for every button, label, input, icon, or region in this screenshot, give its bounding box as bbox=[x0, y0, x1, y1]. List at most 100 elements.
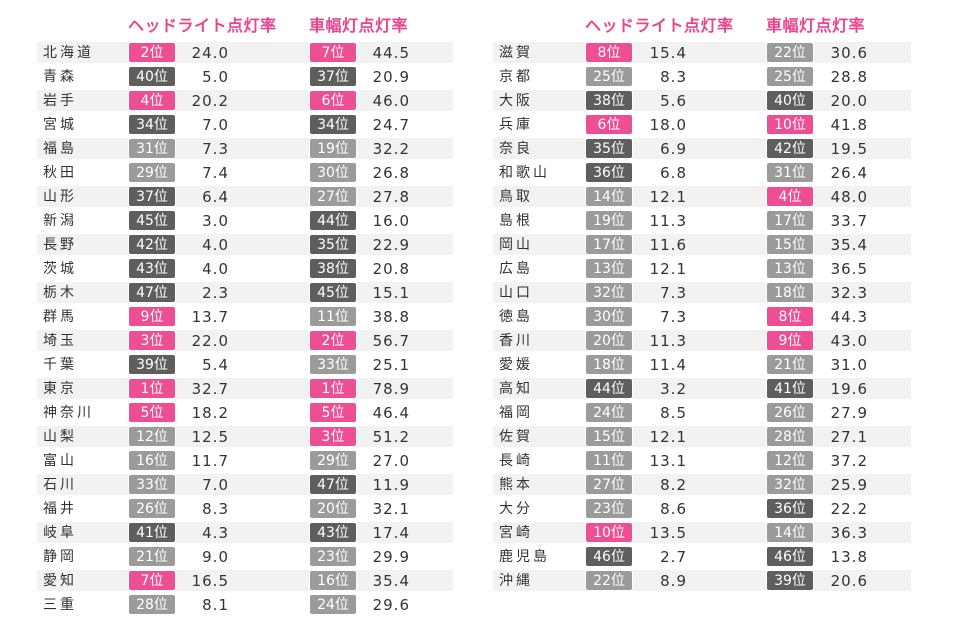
width-lamp-rate-value: 19.5 bbox=[830, 140, 868, 158]
headlight-rank-badge: 17位 bbox=[585, 234, 633, 255]
table-row: 大阪 38位 5.6 40位 20.0 bbox=[493, 89, 911, 113]
width-lamp-rank-badge: 6位 bbox=[309, 90, 357, 111]
prefecture-name: 長野 bbox=[43, 237, 77, 253]
table-row: 静岡 21位 9.0 23位 29.9 bbox=[37, 545, 453, 569]
headlight-rank-badge: 8位 bbox=[585, 42, 633, 63]
headlight-rate-value: 7.0 bbox=[202, 476, 229, 494]
prefecture-name: 青森 bbox=[43, 69, 77, 85]
prefecture-name: 大阪 bbox=[499, 93, 533, 109]
width-lamp-rate-value: 46.4 bbox=[372, 404, 410, 422]
headlight-rate-value: 12.1 bbox=[649, 260, 687, 278]
width-lamp-rate-value: 25.9 bbox=[830, 476, 868, 494]
width-lamp-rank-badge: 14位 bbox=[766, 522, 814, 543]
headlight-rate-value: 8.3 bbox=[660, 68, 687, 86]
width-lamp-rank-badge: 46位 bbox=[766, 546, 814, 567]
headlight-rank-badge: 3位 bbox=[128, 330, 176, 351]
headlight-rank-badge: 18位 bbox=[585, 354, 633, 375]
prefecture-name: 岐阜 bbox=[43, 525, 77, 541]
prefecture-name: 大分 bbox=[499, 501, 533, 517]
width-lamp-rank-badge: 32位 bbox=[766, 474, 814, 495]
headlight-rank-badge: 15位 bbox=[585, 426, 633, 447]
headlight-rate-value: 6.4 bbox=[202, 188, 229, 206]
width-lamp-rate-value: 51.2 bbox=[372, 428, 410, 446]
width-lamp-rank-badge: 40位 bbox=[766, 90, 814, 111]
prefecture-name: 岩手 bbox=[43, 93, 77, 109]
width-lamp-rate-value: 16.0 bbox=[372, 212, 410, 230]
prefecture-name: 滋賀 bbox=[499, 45, 533, 61]
headlight-rank-badge: 39位 bbox=[128, 354, 176, 375]
table-row: 鳥取 14位 12.1 4位 48.0 bbox=[493, 185, 911, 209]
table-row: 福岡 24位 8.5 26位 27.9 bbox=[493, 401, 911, 425]
headlight-rank-badge: 38位 bbox=[585, 90, 633, 111]
prefecture-name: 新潟 bbox=[43, 213, 77, 229]
headlight-rate-value: 11.3 bbox=[649, 212, 687, 230]
headlight-column-header: ヘッドライト点灯率 bbox=[585, 16, 734, 35]
headlight-rank-badge: 7位 bbox=[128, 570, 176, 591]
width-lamp-rank-badge: 10位 bbox=[766, 114, 814, 135]
width-lamp-rate-value: 13.8 bbox=[830, 548, 868, 566]
headlight-rate-value: 13.1 bbox=[649, 452, 687, 470]
prefecture-name: 鹿児島 bbox=[499, 549, 550, 565]
table-row: 青森 40位 5.0 37位 20.9 bbox=[37, 65, 453, 89]
width-lamp-rate-value: 19.6 bbox=[830, 380, 868, 398]
width-lamp-rank-badge: 13位 bbox=[766, 258, 814, 279]
width-lamp-rank-badge: 16位 bbox=[309, 570, 357, 591]
headlight-rate-value: 8.9 bbox=[660, 572, 687, 590]
table-row: 東京 1位 32.7 1位 78.9 bbox=[37, 377, 453, 401]
prefecture-name: 秋田 bbox=[43, 165, 77, 181]
headlight-rate-value: 7.3 bbox=[660, 284, 687, 302]
width-lamp-rank-badge: 26位 bbox=[766, 402, 814, 423]
headlight-rate-value: 12.1 bbox=[649, 188, 687, 206]
headlight-column-header: ヘッドライト点灯率 bbox=[128, 16, 277, 35]
headlight-rank-badge: 2位 bbox=[128, 42, 176, 63]
headlight-rank-badge: 9位 bbox=[128, 306, 176, 327]
headlight-rank-badge: 32位 bbox=[585, 282, 633, 303]
headlight-rate-value: 6.9 bbox=[660, 140, 687, 158]
width-lamp-rank-badge: 45位 bbox=[309, 282, 357, 303]
prefecture-name: 愛知 bbox=[43, 573, 77, 589]
headlight-rank-badge: 28位 bbox=[128, 594, 176, 615]
prefecture-name: 徳島 bbox=[499, 309, 533, 325]
width-lamp-rate-value: 32.1 bbox=[372, 500, 410, 518]
headlight-rank-badge: 14位 bbox=[585, 186, 633, 207]
width-lamp-rate-value: 20.6 bbox=[830, 572, 868, 590]
table-row: 愛知 7位 16.5 16位 35.4 bbox=[37, 569, 453, 593]
width-lamp-rate-value: 28.8 bbox=[830, 68, 868, 86]
table-row: 熊本 27位 8.2 32位 25.9 bbox=[493, 473, 911, 497]
headlight-rank-badge: 31位 bbox=[128, 138, 176, 159]
table-row: 長野 42位 4.0 35位 22.9 bbox=[37, 233, 453, 257]
headlight-rank-badge: 23位 bbox=[585, 498, 633, 519]
headlight-rate-value: 11.7 bbox=[191, 452, 229, 470]
prefecture-name: 埼玉 bbox=[43, 333, 77, 349]
headlight-rate-value: 13.7 bbox=[191, 308, 229, 326]
headlight-rate-value: 7.0 bbox=[202, 116, 229, 134]
headlight-rank-badge: 13位 bbox=[585, 258, 633, 279]
headlight-rank-badge: 44位 bbox=[585, 378, 633, 399]
width-lamp-rank-badge: 12位 bbox=[766, 450, 814, 471]
prefecture-name: 鳥取 bbox=[499, 189, 533, 205]
table-row: 徳島 30位 7.3 8位 44.3 bbox=[493, 305, 911, 329]
headlight-rate-value: 11.3 bbox=[649, 332, 687, 350]
prefecture-name: 和歌山 bbox=[499, 165, 550, 181]
width-lamp-rate-value: 27.9 bbox=[830, 404, 868, 422]
prefecture-name: 香川 bbox=[499, 333, 533, 349]
table-row: 香川 20位 11.3 9位 43.0 bbox=[493, 329, 911, 353]
headlight-rate-value: 3.2 bbox=[660, 380, 687, 398]
width-lamp-rank-badge: 20位 bbox=[309, 498, 357, 519]
headlight-rate-value: 13.5 bbox=[649, 524, 687, 542]
width-lamp-rank-badge: 22位 bbox=[766, 42, 814, 63]
headlight-rank-badge: 47位 bbox=[128, 282, 176, 303]
table-row: 岡山 17位 11.6 15位 35.4 bbox=[493, 233, 911, 257]
width-lamp-rate-value: 22.9 bbox=[372, 236, 410, 254]
width-lamp-rate-value: 44.3 bbox=[830, 308, 868, 326]
width-lamp-rate-value: 43.0 bbox=[830, 332, 868, 350]
headlight-rank-badge: 16位 bbox=[128, 450, 176, 471]
width-lamp-rank-badge: 33位 bbox=[309, 354, 357, 375]
headlight-rate-value: 5.0 bbox=[202, 68, 229, 86]
headlight-rank-badge: 34位 bbox=[128, 114, 176, 135]
width-lamp-rate-value: 24.7 bbox=[372, 116, 410, 134]
headlight-rate-value: 9.0 bbox=[202, 548, 229, 566]
headlight-rank-badge: 41位 bbox=[128, 522, 176, 543]
width-lamp-rank-badge: 11位 bbox=[309, 306, 357, 327]
width-lamp-rate-value: 29.9 bbox=[372, 548, 410, 566]
